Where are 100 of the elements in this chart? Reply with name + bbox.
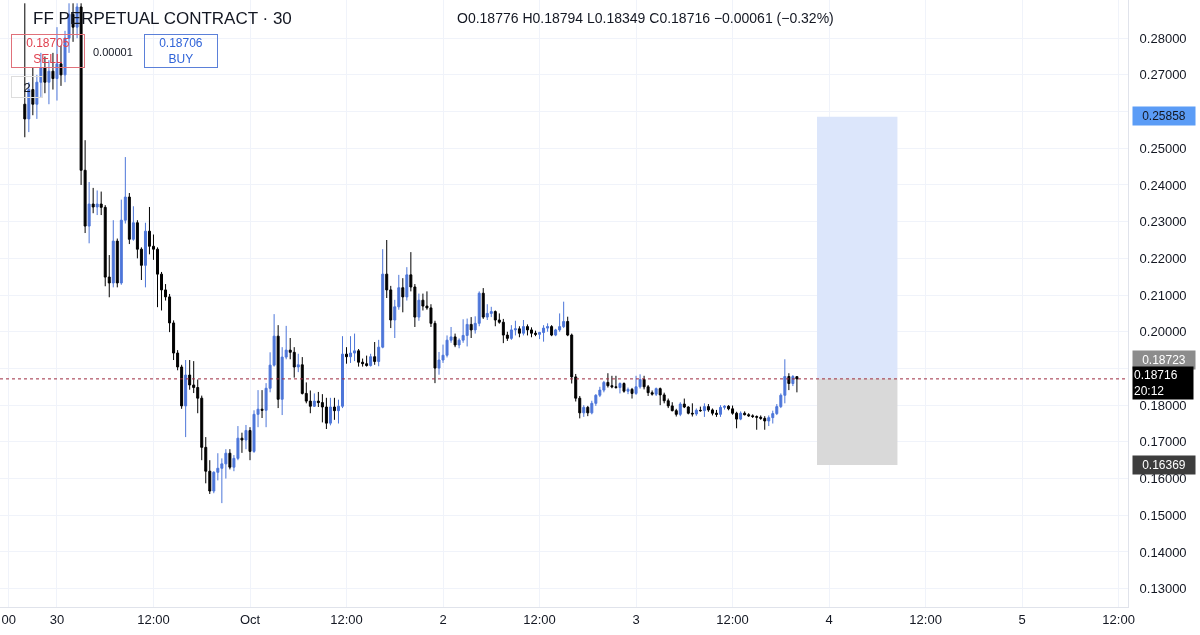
candlestick <box>763 415 767 431</box>
candlestick <box>509 324 513 341</box>
candlestick <box>727 405 731 411</box>
candlestick <box>188 359 192 391</box>
annotation: 0.18706 BUY <box>159 36 203 66</box>
x-tick-label: Oct <box>239 611 261 627</box>
candlestick <box>328 397 332 426</box>
y-tick-label: 0.27000 <box>1139 67 1187 83</box>
candlestick <box>610 375 614 389</box>
x-tick-label: 5 <box>1018 611 1026 627</box>
candlestick <box>31 67 35 116</box>
candlestick <box>312 392 316 408</box>
candlestick <box>658 387 662 406</box>
candlestick <box>453 333 457 348</box>
y-tick-label: 0.15000 <box>1139 507 1187 523</box>
candlestick <box>654 387 658 397</box>
candlestick <box>493 309 497 327</box>
candlestick <box>228 448 232 470</box>
x-tick-label: 12:00 <box>330 611 363 627</box>
candlestick <box>618 381 622 394</box>
text: 0.16369 <box>1142 458 1186 472</box>
candlestick <box>485 303 489 321</box>
candlestick <box>421 293 425 311</box>
candlestick <box>353 333 357 362</box>
y-tick-label: 0.25000 <box>1139 140 1187 156</box>
candlestick <box>240 432 244 454</box>
candlestick <box>521 319 525 336</box>
candlestick <box>184 359 188 438</box>
candlestick <box>296 353 300 373</box>
candlestick <box>787 372 791 391</box>
candlestick <box>562 301 566 329</box>
candlestick <box>332 397 336 421</box>
candlestick <box>783 358 787 404</box>
candlestick <box>690 402 694 418</box>
candlestick <box>534 330 537 337</box>
x-tick-label: 30 <box>49 611 65 627</box>
x-tick-label: 12:00 <box>716 611 749 627</box>
candlestick <box>767 414 771 427</box>
candlestick <box>481 287 485 320</box>
candlestick <box>702 402 706 418</box>
candlestick <box>694 407 698 417</box>
candlestick <box>513 320 517 336</box>
y-tick-label: 0.16000 <box>1139 471 1187 487</box>
candlestick <box>461 318 465 344</box>
candlestick <box>131 205 135 242</box>
y-tick-label: 0.24000 <box>1139 177 1187 193</box>
candlestick <box>755 414 759 431</box>
candlestick <box>365 355 369 368</box>
candlestick <box>650 389 654 397</box>
candlestick <box>706 403 710 413</box>
candlestick <box>244 424 248 450</box>
x-tick-label: 2 <box>439 611 447 627</box>
y-tick-label: 0.13000 <box>1139 581 1187 597</box>
candlestick <box>373 341 377 366</box>
text: 0.25858 <box>1142 109 1186 123</box>
y-tick-label: 0.22000 <box>1139 250 1187 266</box>
x-tick-label: 4 <box>825 611 833 627</box>
x-tick-label: 3 <box>632 611 640 627</box>
candlestick <box>586 405 590 417</box>
y-tick-label: 0.23000 <box>1139 214 1187 230</box>
candlestick <box>714 409 718 418</box>
candlestick <box>127 192 131 245</box>
candlestick <box>662 392 666 404</box>
candlestick <box>622 381 626 394</box>
text: 0.18723 <box>1142 353 1186 367</box>
candlestick <box>698 406 702 413</box>
candlestick <box>678 401 682 417</box>
x-tick-label: 12:00 <box>137 611 170 627</box>
candlestick <box>115 238 119 288</box>
candlestick <box>276 324 280 409</box>
candlestick <box>369 353 373 368</box>
y-tick-label: 0.18000 <box>1139 397 1187 413</box>
candlestick <box>95 189 99 216</box>
candlestick <box>739 410 743 421</box>
candlestick <box>417 293 421 322</box>
annotation: 0.00001 <box>93 46 133 58</box>
candlestick <box>634 375 638 396</box>
candlestick <box>465 318 469 347</box>
candlestick <box>530 326 533 338</box>
x-tick-label: 12:00 <box>523 611 556 627</box>
candlestick <box>582 404 586 418</box>
candlestick <box>91 187 95 214</box>
candlestick <box>606 372 610 389</box>
candlestick <box>349 335 353 364</box>
y-tick-label: 0.21000 <box>1139 287 1187 303</box>
candlestick <box>87 181 91 244</box>
annotation: O0.18776 H0.18794 L0.18349 C0.18716 −0.00061 (−0.32%) <box>457 10 834 26</box>
y-tick-label: 0.14000 <box>1139 544 1187 560</box>
candlestick <box>719 404 722 418</box>
candlestick <box>489 306 493 318</box>
x-tick-label: 12:00 <box>1102 611 1135 627</box>
candlestick <box>602 380 606 393</box>
y-tick-label: 0.17000 <box>1139 434 1187 450</box>
candlestick <box>542 324 546 343</box>
candlestick <box>614 375 618 390</box>
candlestick <box>517 325 521 338</box>
candlestick <box>324 397 328 430</box>
y-tick-label: 0.28000 <box>1139 30 1187 46</box>
candlestick <box>630 387 634 400</box>
candlestick <box>469 316 473 339</box>
